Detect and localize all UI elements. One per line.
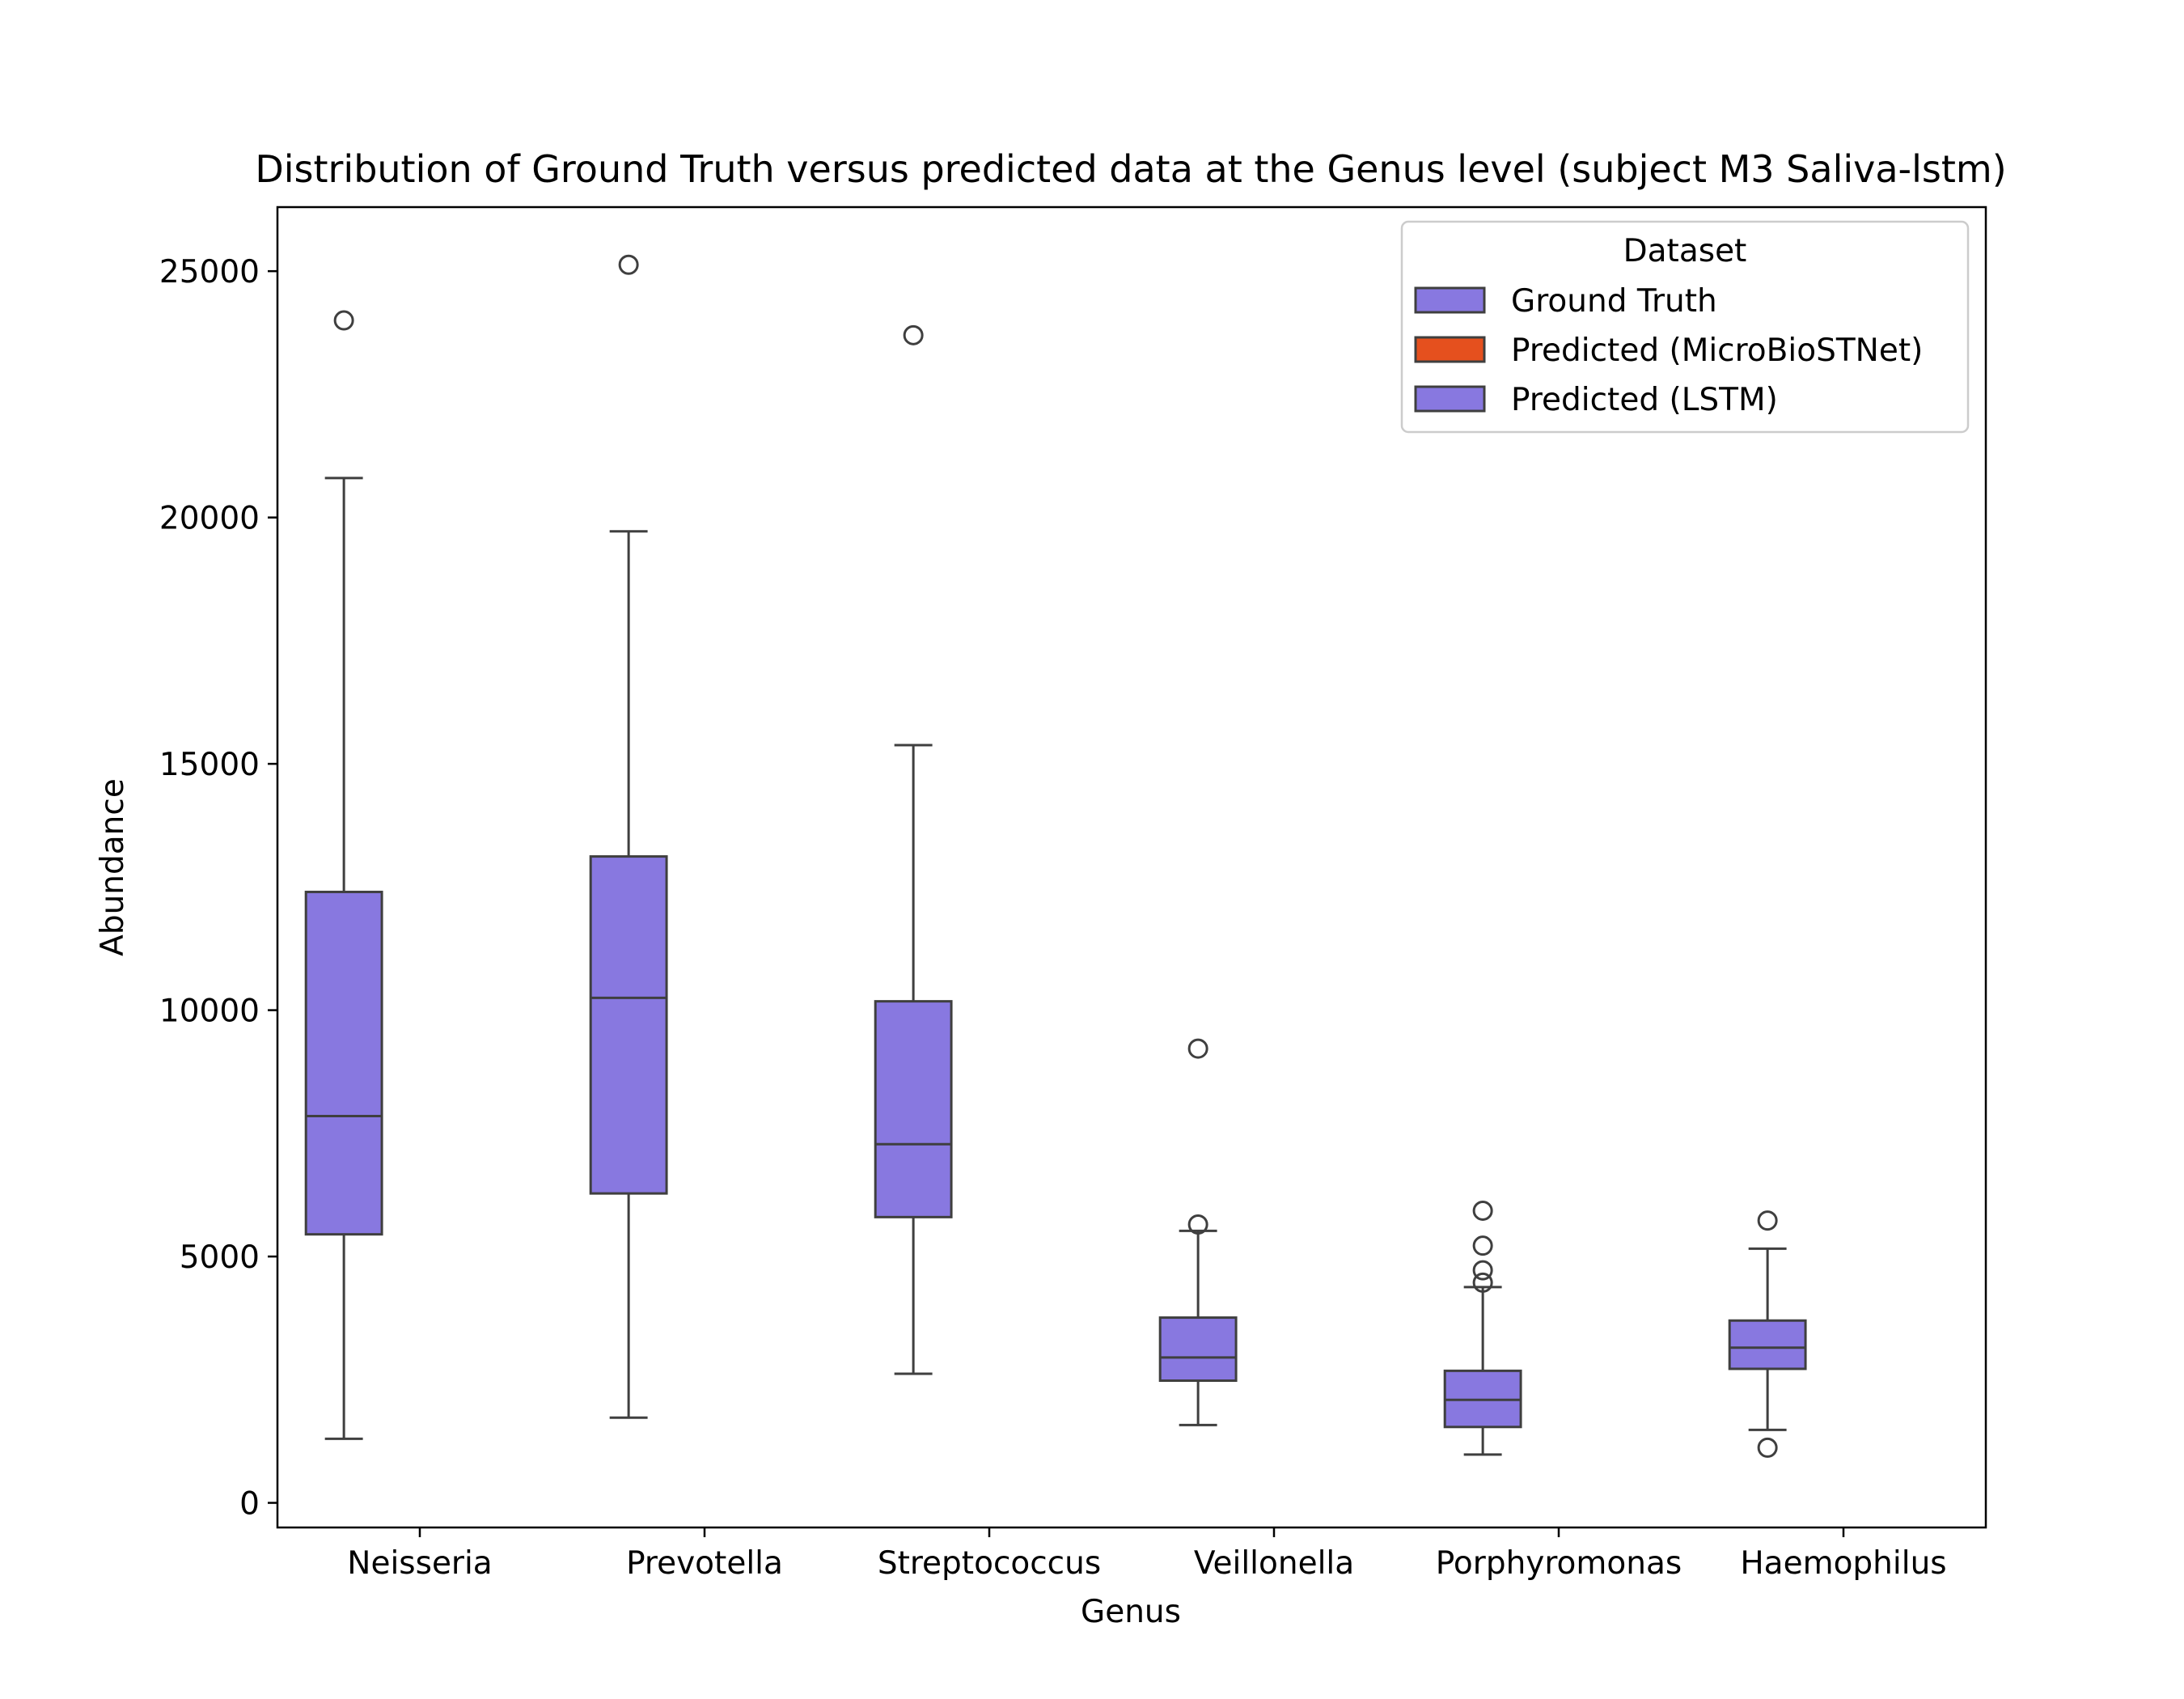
- iqr-box: [589, 855, 668, 1195]
- box-group-prevotella: [589, 254, 668, 1419]
- iqr-box: [874, 1000, 953, 1218]
- box-group-haemophilus: [1728, 1210, 1807, 1458]
- y-tick-label: 20000: [159, 501, 260, 537]
- legend-frame: [1400, 220, 1970, 434]
- box-group-porphyromonas: [1443, 1200, 1522, 1456]
- legend-swatch: [1414, 286, 1486, 314]
- y-axis: 0 5000 10000 15000 20000 25000: [159, 254, 277, 1523]
- legend: Dataset Ground Truth Predicted (MicroBioS…: [1400, 220, 1970, 434]
- y-axis-label: Abundance: [95, 778, 131, 956]
- legend-swatch: [1414, 385, 1486, 413]
- x-tick-label: Porphyromonas: [1436, 1545, 1682, 1582]
- y-tick-label: 15000: [159, 747, 260, 783]
- iqr-box: [1728, 1319, 1807, 1371]
- iqr-box: [1158, 1316, 1238, 1383]
- outlier-point: [1187, 1214, 1208, 1235]
- legend-label: Ground Truth: [1511, 283, 1717, 320]
- outlier-point: [1472, 1260, 1493, 1281]
- outlier-point: [1757, 1210, 1778, 1231]
- axes-frame: [276, 205, 1987, 1529]
- outlier-point: [1472, 1200, 1493, 1221]
- x-tick-label: Prevotella: [626, 1545, 783, 1582]
- box-group-veillonella: [1158, 1038, 1238, 1426]
- x-tick-label: Veillonella: [1194, 1545, 1354, 1582]
- y-tick-label: 0: [239, 1486, 260, 1523]
- x-tick-label: Streptococcus: [878, 1545, 1101, 1582]
- outlier-point: [1757, 1437, 1778, 1458]
- box-group-neisseria: [304, 310, 383, 1440]
- legend-swatch: [1414, 336, 1486, 363]
- outlier-point: [1187, 1038, 1208, 1059]
- legend-label: Predicted (MicroBioSTNet): [1511, 333, 1923, 369]
- x-axis-label: Genus: [1081, 1594, 1181, 1630]
- x-tick-label: Neisseria: [347, 1545, 492, 1582]
- legend-title: Dataset: [1623, 233, 1747, 269]
- chart-title: Distribution of Ground Truth versus pred…: [255, 147, 2006, 191]
- iqr-box: [304, 890, 383, 1236]
- y-tick-label: 5000: [180, 1239, 260, 1276]
- plot-area: [304, 254, 1807, 1458]
- x-tick-label: Haemophilus: [1740, 1545, 1946, 1582]
- legend-label: Predicted (LSTM): [1511, 382, 1778, 418]
- outlier-point: [1472, 1235, 1493, 1256]
- y-tick-label: 10000: [159, 994, 260, 1030]
- outlier-point: [618, 254, 639, 275]
- outlier-point: [333, 310, 354, 331]
- outlier-point: [903, 324, 924, 345]
- outlier-point: [1472, 1272, 1493, 1293]
- x-axis: Neisseria Prevotella Streptococcus Veillone…: [347, 1527, 1947, 1582]
- y-tick-label: 25000: [159, 254, 260, 290]
- box-group-streptococcus: [874, 324, 953, 1375]
